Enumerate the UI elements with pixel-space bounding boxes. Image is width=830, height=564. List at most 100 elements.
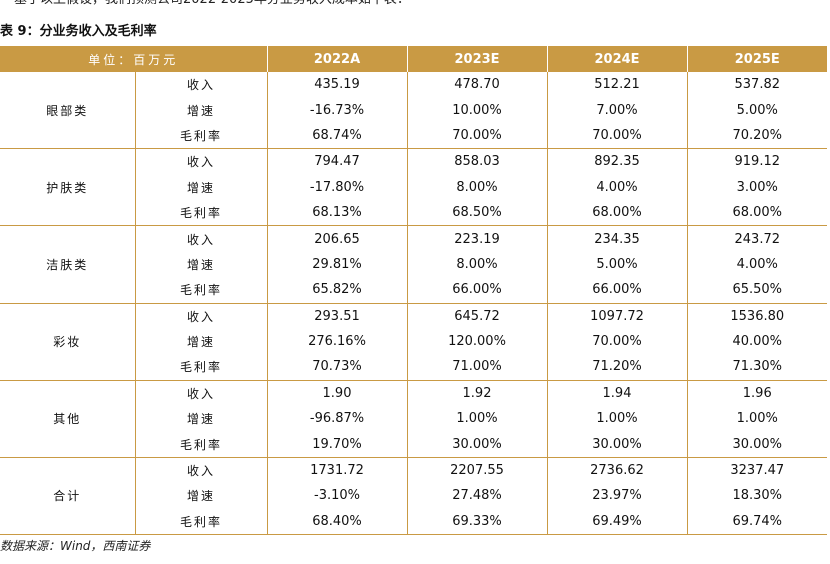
unit-header: 单位：百万元 — [0, 46, 268, 72]
value-cell: 293.51 — [267, 303, 408, 329]
value-cell: 1731.72 — [267, 457, 408, 484]
value-cell: 68.00% — [687, 199, 828, 227]
metric-label-cell: 收入 — [135, 225, 268, 252]
value-cell: 858.03 — [407, 148, 548, 175]
value-cell: 3.00% — [736, 179, 778, 195]
metric-label-cell: 收入 — [135, 303, 268, 329]
value-cell: 71.20% — [547, 354, 688, 381]
value-cell: 645.72 — [407, 303, 548, 329]
table-caption: 表 9：分业务收入及毛利率 — [0, 24, 157, 39]
metric-label-cell: 毛利率 — [135, 354, 268, 381]
value-cell: 70.00% — [547, 328, 688, 355]
value-cell: 29.81% — [267, 251, 408, 278]
value-cell: 2736.62 — [547, 457, 688, 484]
value-cell: 1097.72 — [547, 303, 688, 329]
value-cell: 10.00% — [407, 97, 548, 123]
metric-label-cell: 毛利率 — [135, 277, 268, 304]
value-cell: 18.30% — [732, 488, 783, 504]
table-row: 增速 29.81% 8.00% 5.00% 4.00% — [0, 251, 827, 278]
value-cell: 70.00% — [547, 122, 688, 150]
value-cell: 66.00% — [547, 277, 688, 304]
value-cell: 120.00% — [407, 328, 548, 355]
value-cell: 69.49% — [547, 508, 688, 536]
table-row: 合计 收入 1731.72 2207.55 2736.62 3237.47 — [0, 457, 827, 536]
value-cell: 7.00% — [547, 97, 688, 123]
value-cell: 1.00% — [547, 406, 688, 432]
value-cell: 478.70 — [407, 72, 548, 98]
value-cell: 1.00% — [736, 411, 778, 427]
value-cell: 68.40% — [267, 508, 408, 536]
metric-label-cell: 毛利率 — [135, 122, 268, 150]
value-cell: 1.94 — [547, 380, 688, 407]
table-row: 增速 276.16% 120.00% 70.00% 40.00% — [0, 328, 827, 355]
value-cell: 70.00% — [407, 122, 548, 150]
metric-label-cell: 增速 — [135, 174, 268, 200]
table-row: 毛利率 19.70% 30.00% 30.00% 30.00% — [0, 431, 828, 458]
value-cell: 1.92 — [407, 380, 548, 407]
value-cell: 206.65 — [267, 225, 408, 252]
table-row: 洁肤类 收入 206.65 223.19 234.35 243.72 — [0, 225, 827, 304]
table-row: 护肤类 收入 794.47 858.03 892.35 919.12 — [0, 148, 827, 227]
value-cell: 68.00% — [547, 199, 688, 227]
value-cell: 30.00% — [407, 431, 548, 458]
metric-label-cell: 毛利率 — [135, 199, 268, 227]
table-row: 眼部类 收入 435.19 478.70 512.21 537.82 — [0, 72, 827, 150]
value-cell: 512.21 — [547, 72, 688, 98]
table-row: 增速 -16.73% 10.00% 7.00% 5.00% — [0, 97, 827, 123]
value-cell: 65.50% — [687, 277, 828, 304]
value-cell: 537.82 — [734, 77, 781, 93]
table-row: 增速 -3.10% 27.48% 23.97% 18.30% — [0, 483, 827, 509]
source-note: 数据来源：Wind，西南证券 — [0, 539, 151, 553]
value-cell: 30.00% — [547, 431, 688, 458]
category-cell: 眼部类 — [0, 72, 136, 150]
value-cell: 243.72 — [734, 231, 781, 247]
value-cell: 70.20% — [687, 122, 828, 150]
table-row: 彩妆 收入 293.51 645.72 1097.72 1536.80 — [0, 303, 827, 381]
value-cell: 70.73% — [267, 354, 408, 381]
year-header-2022a: 2022A — [267, 46, 408, 72]
value-cell: -96.87% — [267, 406, 408, 432]
value-cell: 30.00% — [687, 431, 828, 458]
category-cell: 其他 — [0, 380, 136, 458]
value-cell: 1536.80 — [730, 308, 785, 324]
value-cell: 68.13% — [267, 199, 408, 227]
value-cell: 223.19 — [407, 225, 548, 252]
value-cell: 1.96 — [742, 385, 772, 401]
value-cell: 23.97% — [547, 483, 688, 509]
table-row: 增速 -17.80% 8.00% 4.00% 3.00% — [0, 174, 827, 200]
metric-label-cell: 收入 — [135, 72, 268, 98]
metric-label-cell: 增速 — [135, 251, 268, 278]
category-cell: 洁肤类 — [0, 225, 136, 304]
metric-label-cell: 毛利率 — [135, 508, 268, 536]
header-row: 单位：百万元 2022A 2023E 2024E 2025E — [0, 46, 828, 72]
value-cell: 69.74% — [687, 508, 828, 536]
table-row: 毛利率 70.73% 71.00% 71.20% 71.30% — [0, 354, 828, 381]
metric-label-cell: 增速 — [135, 406, 268, 432]
value-cell: 3237.47 — [730, 463, 785, 479]
metric-label-cell: 收入 — [135, 148, 268, 175]
value-cell: 65.82% — [267, 277, 408, 304]
table-row: 毛利率 65.82% 66.00% 66.00% 65.50% — [0, 277, 828, 304]
value-cell: 435.19 — [267, 72, 408, 98]
value-cell: 2207.55 — [407, 457, 548, 484]
value-cell: 66.00% — [407, 277, 548, 304]
cropped-intro-text: 基于以上假设，我们预测公司2022-2025年分业务收入成本如下表： — [0, 0, 830, 9]
value-cell: 919.12 — [734, 154, 781, 170]
category-cell: 合计 — [0, 457, 136, 536]
year-header-2024e: 2024E — [547, 46, 688, 72]
category-cell: 彩妆 — [0, 303, 136, 381]
value-cell: 69.33% — [407, 508, 548, 536]
table-row: 毛利率 68.74% 70.00% 70.00% 70.20% — [0, 122, 828, 150]
value-cell: 8.00% — [407, 174, 548, 200]
year-header-2025e: 2025E — [687, 46, 828, 72]
value-cell: 27.48% — [407, 483, 548, 509]
value-cell: 40.00% — [732, 334, 783, 350]
year-header-2023e: 2023E — [407, 46, 548, 72]
table-row: 毛利率 68.13% 68.50% 68.00% 68.00% — [0, 199, 828, 227]
table-body: 眼部类 收入 435.19 478.70 512.21 537.82 增速 -16.73% 10… — [0, 72, 828, 536]
metric-label-cell: 收入 — [135, 380, 268, 407]
metric-label-cell: 增速 — [135, 97, 268, 123]
table-row: 其他 收入 1.90 1.92 1.94 1.96 — [0, 380, 827, 458]
table-row: 毛利率 68.40% 69.33% 69.49% 69.74% — [0, 508, 828, 536]
value-cell: 8.00% — [407, 251, 548, 278]
